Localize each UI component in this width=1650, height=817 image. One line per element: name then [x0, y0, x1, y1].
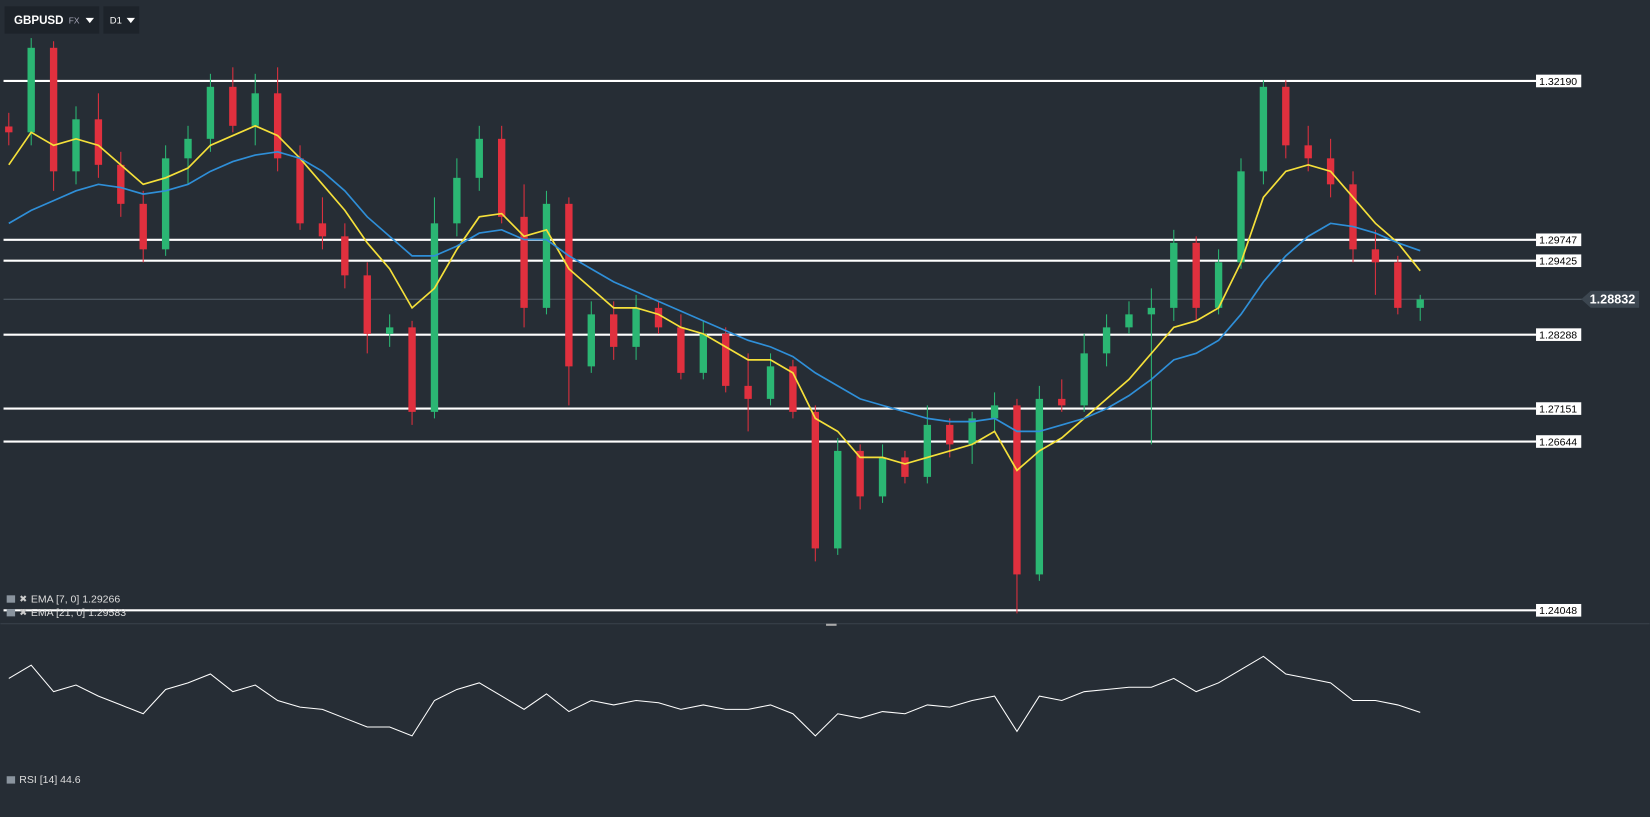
candle-body [5, 126, 13, 133]
dropdown-arrow [126, 17, 136, 24]
candle-body [1170, 242, 1178, 308]
candle-body [1125, 314, 1133, 328]
candle-body [1102, 327, 1111, 354]
candle-body [632, 307, 640, 347]
candle-body [654, 307, 663, 328]
candle-body [1282, 86, 1290, 146]
candle-body [1304, 145, 1312, 159]
level-label: 1.29425 [1539, 256, 1577, 268]
candle-body [72, 119, 80, 172]
candle-body [184, 138, 192, 159]
candle-body [1080, 353, 1088, 406]
candle-body [699, 333, 707, 373]
candle-body [520, 216, 528, 308]
legend-close: ✖ [19, 594, 27, 605]
candle-body [1147, 307, 1156, 315]
level-tag [1536, 233, 1582, 247]
candle-body [229, 86, 237, 126]
candle-body [161, 158, 170, 250]
candle-body [1013, 405, 1021, 575]
candle-body [811, 411, 820, 549]
candle-body [296, 158, 304, 224]
last-price-tag [1581, 290, 1640, 308]
ema-line [8, 150, 1421, 433]
candle-body [834, 450, 842, 549]
candle-body [475, 138, 483, 178]
level-label: 1.28288 [1539, 329, 1577, 341]
rsi-line [8, 655, 1421, 737]
candle-body [677, 327, 685, 373]
candle-body [968, 418, 976, 445]
level-tag [1536, 603, 1582, 617]
candle-body [206, 86, 215, 139]
level-label: 1.24048 [1539, 605, 1577, 617]
candle-body [363, 275, 371, 334]
candle-body [542, 203, 551, 308]
candle-body [946, 424, 954, 445]
candle-body [744, 385, 752, 399]
level-tag [1536, 74, 1582, 88]
candle-body [49, 47, 58, 172]
candle-body [1371, 249, 1380, 263]
level-label: 1.27151 [1539, 403, 1577, 415]
legend-entry: EMA [21, 0] 1.29583 [31, 607, 126, 619]
candle-body [251, 93, 259, 126]
candle-body [1416, 299, 1424, 308]
candle-body [341, 236, 349, 276]
candle-body [94, 119, 103, 165]
candle-body [610, 314, 618, 347]
candle-body [1349, 184, 1357, 250]
candle-body [722, 333, 730, 386]
candle-body [766, 366, 775, 399]
candle-body [273, 93, 282, 159]
level-tag [1536, 435, 1582, 448]
ema-line [8, 124, 1421, 472]
candle-body [1214, 262, 1223, 308]
candle-body [990, 405, 999, 419]
candle-body [1237, 171, 1245, 263]
candle-body [117, 164, 125, 204]
candle-body [1259, 86, 1268, 172]
legend-entry: EMA [7, 0] 1.29266 [31, 593, 120, 605]
candle-body [923, 424, 932, 477]
legend-close: ✖ [19, 608, 27, 619]
candle-body [1394, 262, 1402, 308]
candle-body [1058, 398, 1066, 406]
last-price: 1.28832 [1590, 293, 1636, 307]
level-tag [1536, 328, 1582, 341]
level-label: 1.29747 [1539, 235, 1577, 247]
candle-body [318, 223, 327, 237]
candle-body [27, 47, 35, 133]
candle-body [408, 327, 416, 412]
candle-body [1192, 242, 1200, 308]
candle-body [139, 203, 147, 250]
level-tag [1536, 402, 1582, 415]
candle-body [878, 457, 887, 497]
candle-body [789, 366, 797, 412]
candle-body [385, 327, 394, 334]
legend-icon [6, 595, 16, 603]
candle-body [565, 203, 573, 367]
dropdown-arrow [85, 17, 94, 24]
candle-body [856, 450, 864, 497]
candle-body [901, 457, 909, 477]
level-label: 1.26644 [1539, 436, 1577, 448]
level-tag [1536, 254, 1582, 268]
market: FX [69, 15, 80, 25]
symbol: GBPUSD [14, 15, 63, 27]
candle-body [1035, 398, 1044, 575]
candle-body [430, 223, 439, 412]
candle-body [497, 138, 506, 217]
legend-entry: RSI [14] 44.6 [19, 774, 80, 786]
legend-icon [6, 776, 16, 784]
legend-icon [6, 609, 16, 617]
symbol-selector[interactable] [4, 6, 100, 34]
candle-body [453, 177, 461, 224]
candle-body [587, 314, 595, 367]
level-label: 1.32190 [1539, 76, 1577, 88]
timeframe: D1 [110, 16, 122, 27]
